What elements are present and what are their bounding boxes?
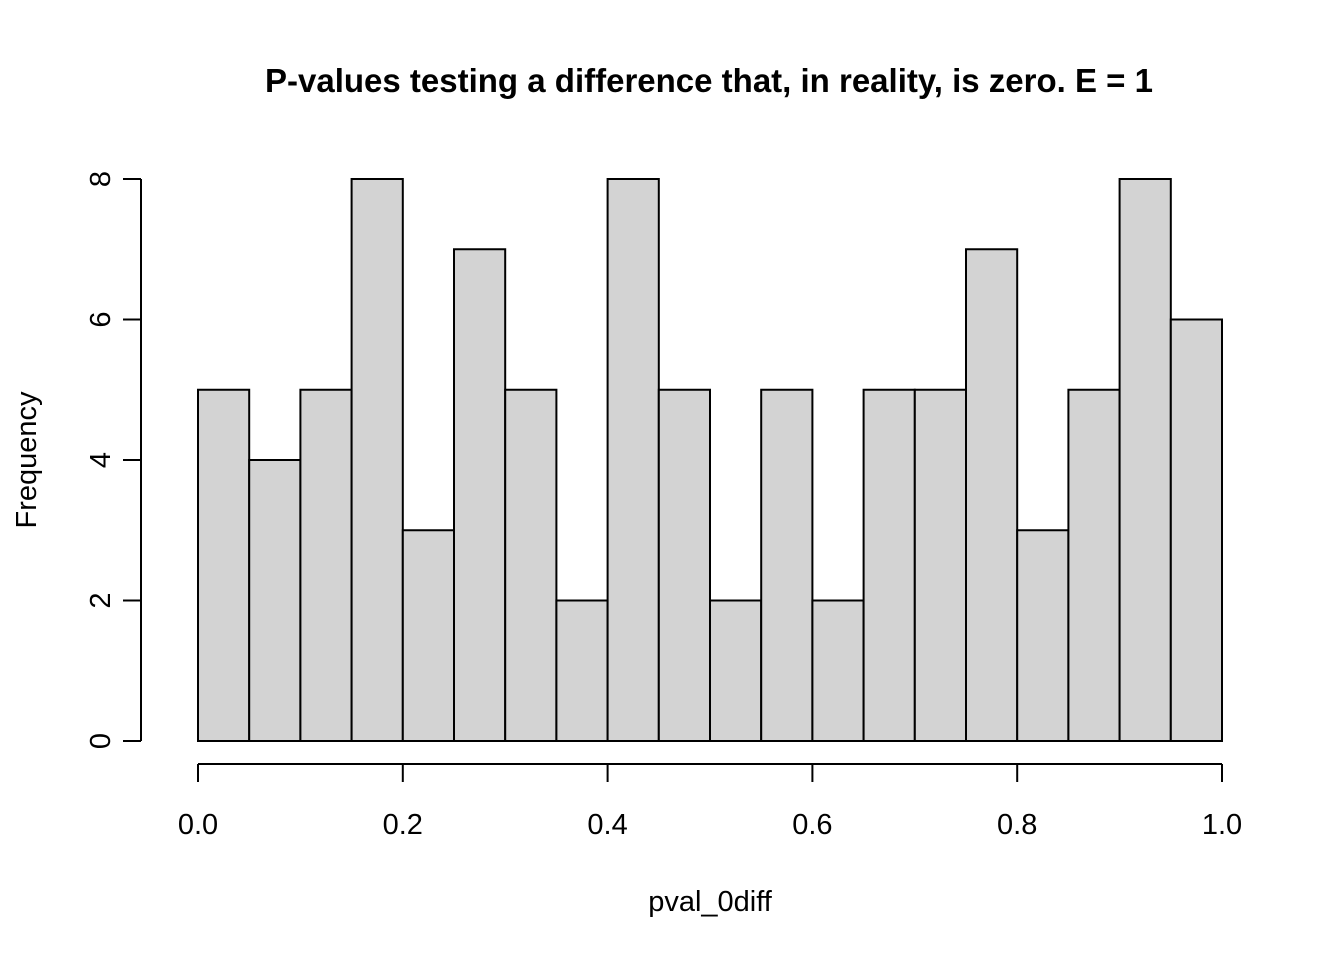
x-tick-label: 0.6 — [792, 809, 832, 841]
histogram-bar — [606, 178, 660, 742]
y-tick-label: 6 — [85, 311, 117, 327]
y-tick-label: 4 — [85, 452, 117, 468]
histogram-bar — [248, 459, 302, 742]
histogram-bar — [709, 599, 763, 742]
histogram-bar — [657, 388, 711, 742]
x-tick-label: 0.2 — [383, 809, 423, 841]
histogram-bar — [453, 248, 507, 742]
y-axis-label: Frequency — [11, 391, 43, 529]
y-tick-label: 0 — [85, 733, 117, 749]
histogram-bar — [1067, 388, 1121, 742]
y-tick-label: 2 — [85, 592, 117, 608]
histogram-bar — [760, 388, 814, 742]
histogram-bar — [299, 388, 353, 742]
histogram-bar — [504, 388, 558, 742]
x-tick-label: 0.0 — [178, 809, 218, 841]
histogram-bar — [1169, 318, 1224, 742]
histogram-bar — [197, 388, 251, 742]
x-tick-label: 0.8 — [997, 809, 1037, 841]
x-tick-label: 0.4 — [587, 809, 627, 841]
chart-title: P-values testing a difference that, in r… — [265, 62, 1153, 99]
histogram-bar — [401, 529, 455, 742]
histogram-bar — [862, 388, 916, 742]
histogram-bar — [811, 599, 865, 742]
x-axis-label: pval_0diff — [648, 886, 773, 918]
histogram-bar — [555, 599, 609, 742]
y-tick-label: 8 — [85, 171, 117, 187]
histogram-bar — [1118, 178, 1172, 742]
histogram-bar — [913, 388, 967, 742]
x-tick-label: 1.0 — [1202, 809, 1242, 841]
histogram-bar — [1016, 529, 1070, 742]
histogram-bar — [350, 178, 404, 742]
histogram-bar — [965, 248, 1019, 742]
